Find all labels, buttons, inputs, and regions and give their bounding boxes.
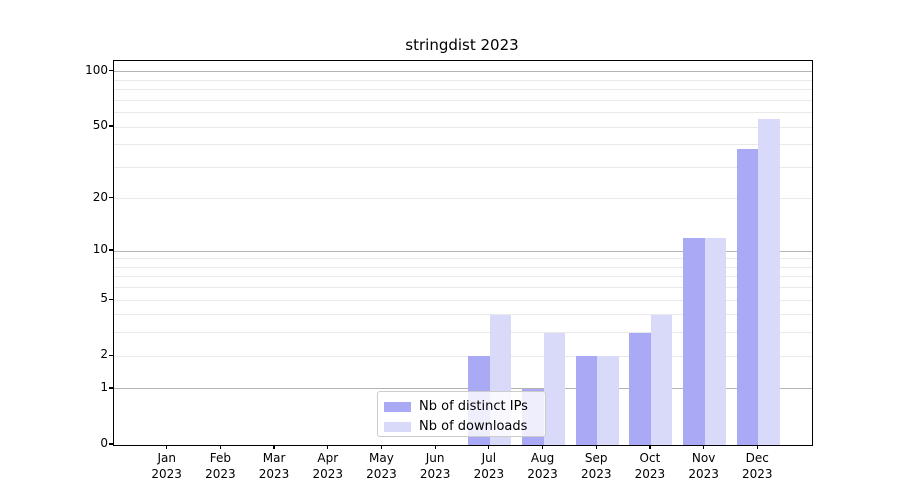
- x-tick-mar: [273, 445, 275, 449]
- x-tick-apr: [327, 445, 329, 449]
- legend-swatch-downloads: [384, 421, 411, 432]
- gridline-y-8: [114, 266, 812, 268]
- bar-dec-distinct-ips: [736, 148, 759, 445]
- y-tick-10: [109, 249, 113, 251]
- x-tick-label-sep: Sep 2023: [580, 451, 612, 481]
- x-tick-nov: [703, 445, 705, 449]
- x-tick-label-may: May 2023: [366, 451, 397, 481]
- x-tick-oct: [649, 445, 651, 449]
- bar-dec-downloads: [758, 119, 780, 445]
- y-tick-20: [109, 197, 113, 199]
- x-tick-jun: [434, 445, 436, 449]
- x-tick-label-oct: Oct 2023: [634, 451, 666, 481]
- x-tick-label-jun: Jun 2023: [419, 451, 451, 481]
- y-tick-label-2: 2: [100, 347, 108, 362]
- gridline-y-4: [114, 314, 812, 316]
- legend: Nb of distinct IPs Nb of downloads: [377, 391, 546, 437]
- legend-item-downloads: Nb of downloads: [384, 417, 539, 436]
- gridline-y-90: [114, 79, 812, 81]
- gridline-y-30: [114, 166, 812, 168]
- gridline-y-20: [114, 198, 812, 200]
- y-tick-100: [109, 70, 113, 72]
- gridline-y-80: [114, 89, 812, 91]
- plot-area: [113, 60, 813, 446]
- x-tick-label-aug: Aug 2023: [527, 451, 558, 481]
- y-tick-label-5: 5: [100, 291, 108, 306]
- y-tick-label-20: 20: [92, 189, 108, 204]
- x-tick-label-jul: Jul 2023: [473, 451, 505, 481]
- bar-oct-downloads: [650, 314, 673, 445]
- bar-aug-downloads: [543, 332, 566, 445]
- gridline-y-9: [114, 258, 812, 260]
- legend-item-distinct-ips: Nb of distinct IPs: [384, 397, 539, 416]
- y-tick-label-0: 0: [100, 436, 108, 450]
- y-tick-label-100: 100: [85, 62, 108, 77]
- gridline-y-40: [114, 144, 812, 146]
- y-tick-50: [109, 125, 113, 127]
- y-tick-0: [109, 443, 113, 445]
- gridline-y-3: [114, 332, 812, 334]
- bar-nov-distinct-ips: [683, 237, 705, 445]
- gridline-y-6: [114, 287, 812, 289]
- x-tick-label-dec: Dec 2023: [742, 451, 773, 481]
- legend-label-distinct-ips: Nb of distinct IPs: [419, 399, 528, 414]
- gridline-y-60: [114, 112, 812, 114]
- x-tick-label-mar: Mar 2023: [258, 451, 290, 481]
- x-tick-dec: [756, 445, 758, 449]
- x-tick-label-jan: Jan 2023: [151, 451, 182, 481]
- legend-swatch-distinct-ips: [384, 401, 411, 412]
- gridline-y-1: [114, 388, 812, 390]
- gridline-y-5: [114, 299, 812, 301]
- x-tick-jan: [166, 445, 168, 449]
- gridline-y-70: [114, 99, 812, 101]
- gridline-y-7: [114, 276, 812, 278]
- y-tick-1: [109, 387, 113, 389]
- x-tick-jul: [488, 445, 490, 449]
- gridline-y-100: [114, 71, 812, 73]
- chart-title: stringdist 2023: [405, 36, 519, 54]
- y-tick-5: [109, 298, 113, 300]
- x-tick-label-apr: Apr 2023: [312, 451, 344, 481]
- y-tick-label-10: 10: [92, 242, 108, 257]
- bar-sep-distinct-ips: [575, 356, 598, 445]
- y-tick-label-1: 1: [100, 379, 108, 394]
- legend-label-downloads: Nb of downloads: [419, 419, 528, 434]
- bar-sep-downloads: [597, 356, 619, 445]
- x-tick-may: [380, 445, 383, 449]
- gridline-y-50: [114, 126, 812, 128]
- gridline-y-2: [114, 355, 812, 357]
- bar-oct-distinct-ips: [629, 332, 651, 445]
- y-tick-2: [109, 354, 113, 356]
- x-tick-label-nov: Nov 2023: [688, 451, 719, 481]
- x-tick-label-feb: Feb 2023: [205, 451, 236, 481]
- gridline-y-10: [114, 250, 812, 252]
- bar-nov-downloads: [704, 237, 727, 445]
- x-tick-aug: [541, 445, 544, 449]
- x-tick-feb: [219, 445, 221, 449]
- y-tick-label-50: 50: [92, 118, 108, 133]
- x-tick-sep: [595, 445, 597, 449]
